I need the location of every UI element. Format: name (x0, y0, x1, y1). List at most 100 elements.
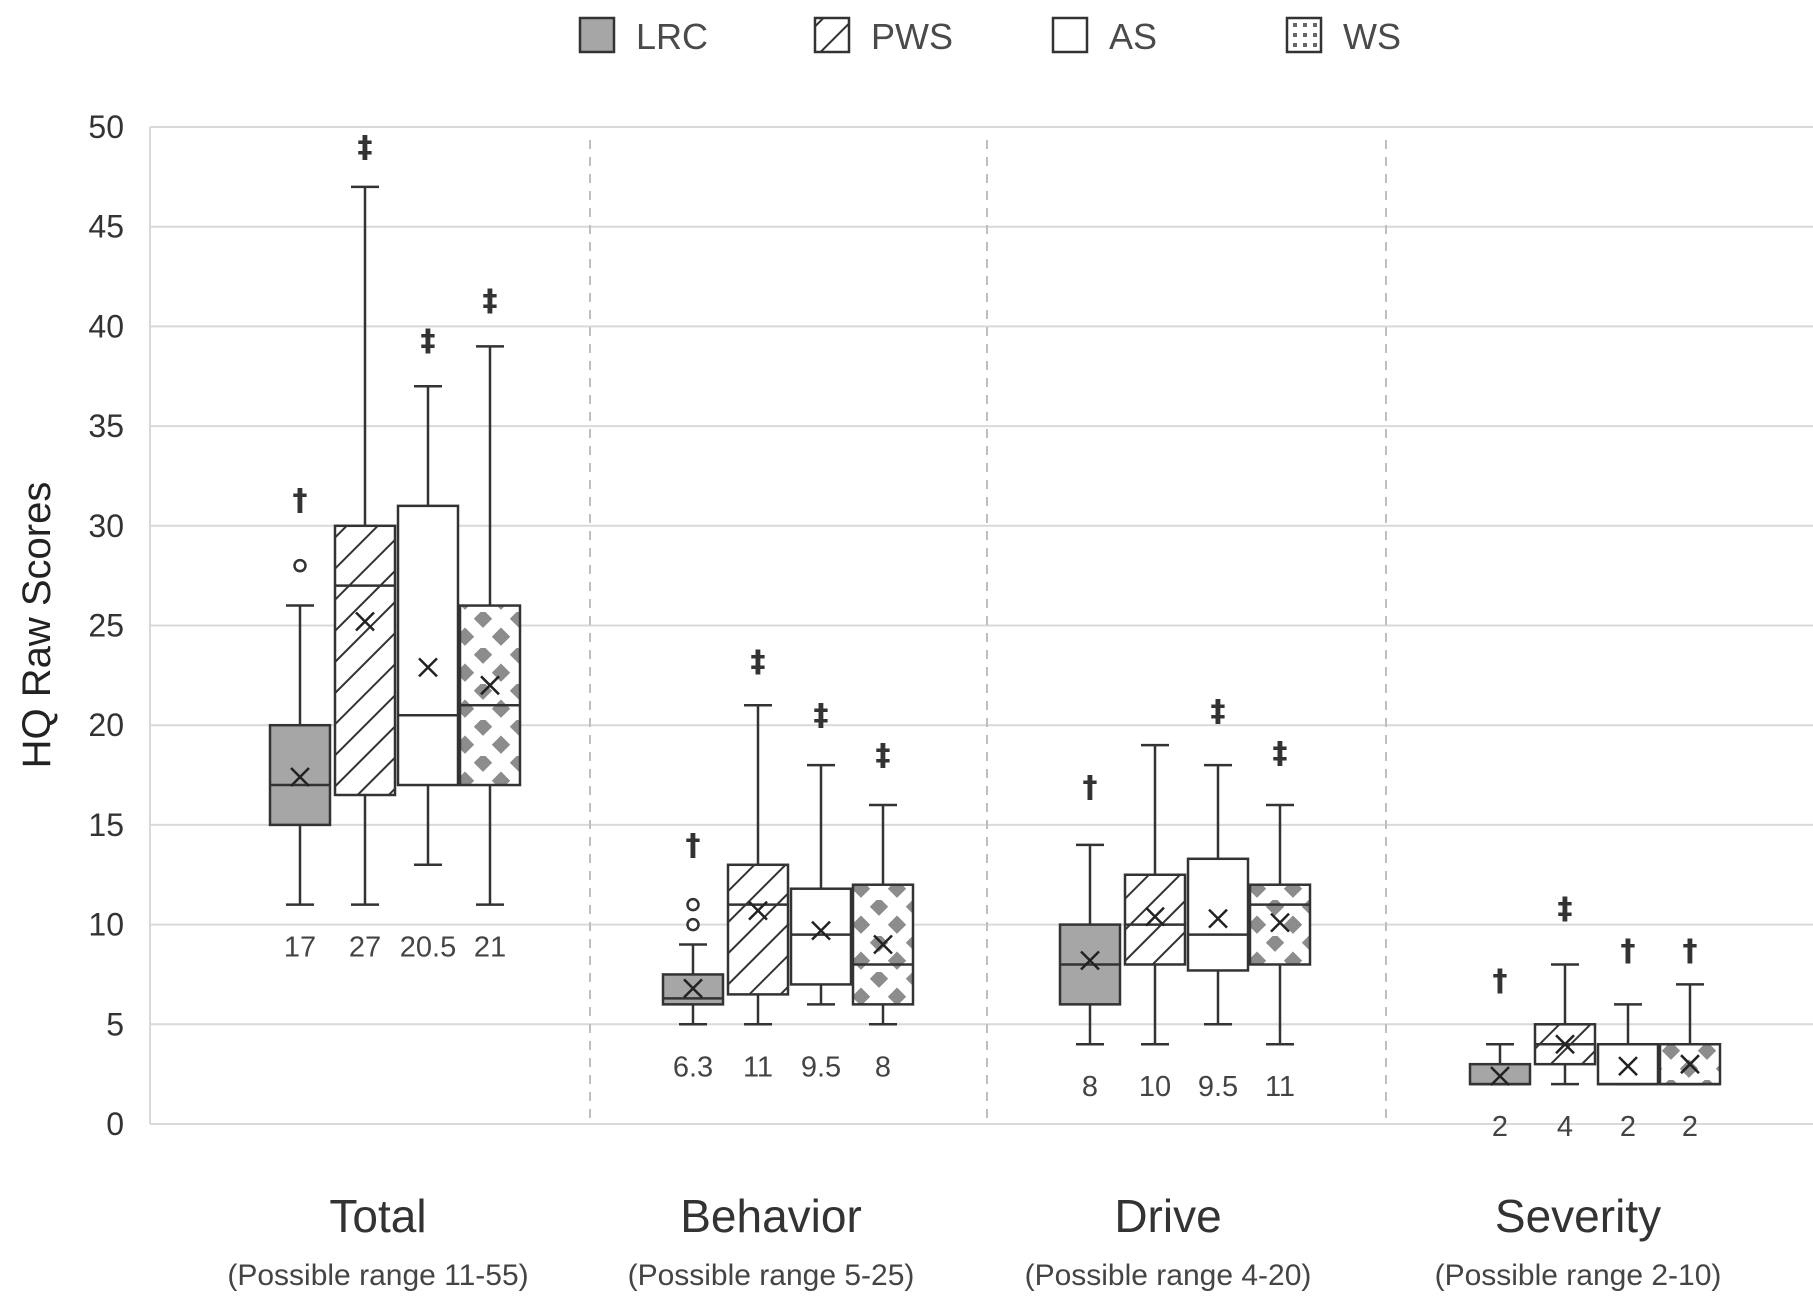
panel-labels: Total (Possible range 11-55) Behavior (Poss… (227, 1190, 1721, 1292)
significance-mark-drive-ws: ‡ (1273, 736, 1288, 771)
legend-item-as: AS (1051, 16, 1157, 57)
panel-title-severity: Severity (1495, 1190, 1661, 1242)
legend-label-ws: WS (1343, 16, 1401, 57)
mean-marker-total-pws (355, 611, 375, 632)
y-tick-label-25: 25 (88, 608, 124, 644)
mean-marker-drive-as (1208, 908, 1228, 929)
box-body-total-as (396, 504, 460, 787)
median-label-behavior-lrc: 6.3 (673, 1051, 713, 1083)
y-tick-label-35: 35 (88, 408, 124, 444)
mean-marker-behavior-pws (748, 900, 768, 921)
box-drive-ws: ‡ (1248, 736, 1312, 1046)
mean-marker-drive-lrc (1080, 950, 1100, 971)
median-label-severity-as: 2 (1620, 1111, 1636, 1143)
legend-label-lrc: LRC (636, 16, 708, 57)
y-tick-label-30: 30 (88, 508, 124, 544)
legend-item-lrc: LRC (578, 16, 708, 57)
box-total-pws: ‡ (333, 130, 397, 906)
box-body-behavior-as (789, 887, 853, 986)
y-axis-label: HQ Raw Scores (15, 482, 59, 769)
median-label-drive-ws: 11 (1265, 1071, 1295, 1103)
outlier-behavior-lrc-1 (686, 897, 700, 912)
panel-title-behavior: Behavior (680, 1190, 862, 1242)
significance-mark-total-ws: ‡ (483, 283, 498, 318)
panel-subtitle-total: (Possible range 11-55) (227, 1259, 528, 1292)
box-body-severity-lrc (1468, 1062, 1532, 1086)
median-label-drive-lrc: 8 (1082, 1071, 1098, 1103)
box-drive-lrc: † (1058, 770, 1122, 1046)
legend-swatch-lrc (578, 16, 616, 54)
panel-severity: † ‡ † † 2 4 2 2 (1468, 892, 1722, 1143)
box-severity-as: † (1596, 934, 1660, 1086)
median-label-drive-pws: 10 (1139, 1071, 1171, 1103)
y-tick-label-5: 5 (106, 1006, 124, 1042)
mean-marker-total-lrc (290, 767, 310, 787)
panel-drive: † ‡ ‡ 8 10 9.5 11 (1058, 694, 1312, 1103)
box-body-total-lrc (268, 723, 332, 827)
box-body-severity-ws (1658, 1042, 1722, 1086)
legend: LRC PWS AS WS (578, 16, 1401, 57)
mean-marker-behavior-lrc (683, 978, 703, 999)
median-label-severity-pws: 4 (1557, 1111, 1573, 1143)
box-body-drive-as (1186, 857, 1250, 972)
significance-mark-total-as: ‡ (421, 323, 436, 358)
median-label-drive-as: 9.5 (1198, 1071, 1238, 1103)
box-behavior-ws: ‡ (851, 738, 915, 1026)
box-behavior-as: ‡ (789, 698, 853, 1006)
panel-subtitle-drive: (Possible range 4-20) (1025, 1259, 1312, 1292)
y-tick-label-10: 10 (88, 907, 124, 943)
significance-mark-total-pws: ‡ (358, 130, 373, 165)
legend-swatch-ws (1285, 16, 1323, 54)
box-behavior-lrc: † (661, 828, 725, 1026)
panel-subtitle-severity: (Possible range 2-10) (1435, 1259, 1722, 1292)
box-drive-as: ‡ (1186, 694, 1250, 1026)
box-body-drive-ws (1248, 883, 1312, 966)
mean-marker-severity-pws (1555, 1034, 1575, 1055)
legend-label-as: AS (1109, 16, 1157, 57)
median-label-severity-lrc: 2 (1492, 1111, 1508, 1143)
box-total-lrc: † (268, 483, 332, 906)
significance-mark-severity-ws: † (1683, 934, 1698, 969)
significance-mark-behavior-as: ‡ (814, 698, 829, 733)
median-label-total-pws: 27 (349, 932, 381, 964)
y-axis: 0 5 10 15 20 25 30 35 40 45 50 HQ Raw Scores (15, 109, 124, 1142)
legend-swatch-pws (813, 16, 851, 54)
median-label-behavior-ws: 8 (875, 1051, 891, 1083)
significance-mark-total-lrc: † (293, 483, 308, 518)
box-behavior-pws: ‡ (726, 644, 790, 1026)
box-severity-pws: ‡ (1533, 892, 1597, 1086)
y-tick-label-45: 45 (88, 209, 124, 245)
significance-mark-drive-as: ‡ (1211, 694, 1226, 729)
median-label-total-lrc: 17 (284, 932, 316, 964)
y-tick-label-40: 40 (88, 308, 124, 344)
y-tick-label-0: 0 (106, 1106, 124, 1142)
median-label-behavior-as: 9.5 (801, 1051, 841, 1083)
mean-marker-behavior-as (811, 920, 831, 941)
significance-mark-behavior-lrc: † (686, 828, 701, 863)
significance-mark-drive-lrc: † (1083, 770, 1098, 805)
box-severity-ws: † (1658, 934, 1722, 1086)
mean-marker-severity-lrc (1490, 1066, 1510, 1087)
panel-total: † ‡ ‡ ‡ 17 27 20.5 21 (268, 130, 522, 964)
legend-label-pws: PWS (871, 16, 953, 57)
box-severity-lrc: † (1468, 963, 1532, 1087)
mean-marker-drive-pws (1145, 906, 1165, 927)
median-label-severity-ws: 2 (1682, 1111, 1698, 1143)
box-body-drive-pws (1123, 873, 1187, 966)
mean-marker-total-as (418, 657, 438, 678)
significance-mark-severity-as: † (1621, 934, 1636, 969)
legend-item-pws: PWS (813, 16, 953, 57)
panel-title-drive: Drive (1114, 1190, 1221, 1242)
panel-title-total: Total (329, 1190, 426, 1242)
outlier-behavior-lrc-0 (686, 917, 700, 932)
mean-marker-drive-ws (1270, 912, 1290, 933)
legend-item-ws: WS (1285, 16, 1401, 57)
mean-marker-total-ws (480, 675, 500, 696)
median-label-total-as: 20.5 (400, 932, 456, 964)
mean-marker-behavior-ws (873, 934, 893, 955)
plot-area: † ‡ ‡ ‡ 17 27 20.5 21 † ‡ ‡ ‡ 6.3 11 9.5 8 † ‡ ‡ 8 10 9.5 11 † ‡… (268, 130, 1722, 1143)
panel-behavior: † ‡ ‡ ‡ 6.3 11 9.5 8 (661, 644, 915, 1083)
box-drive-pws (1123, 743, 1187, 1046)
outlier-total-lrc-0 (293, 558, 307, 573)
